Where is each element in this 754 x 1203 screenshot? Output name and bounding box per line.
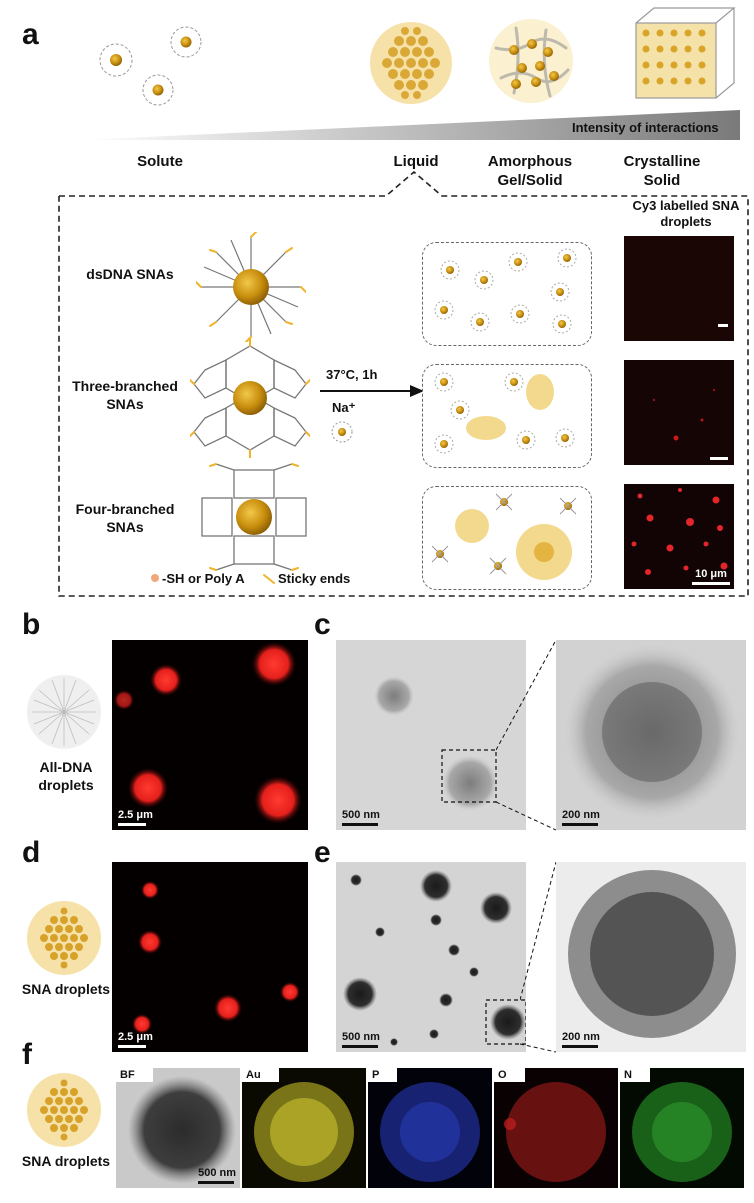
eds-label-bf: BF xyxy=(116,1068,153,1082)
eds-label-p: P xyxy=(368,1068,398,1082)
state-crystal: Crystalline Solid xyxy=(623,153,701,189)
row-label-four-branched: Four-branched SNAs xyxy=(75,501,175,535)
four-branched-sna-structure xyxy=(201,463,307,571)
reaction-arrow xyxy=(320,385,424,397)
solute-illustration xyxy=(99,26,202,106)
row-label-three-branched: Three-branched SNAs xyxy=(72,378,178,412)
three-branched-sna-structure xyxy=(190,338,310,458)
panel-d-caption: SNA droplets xyxy=(21,981,111,997)
panel-c-tem-image: 500 nm xyxy=(336,640,526,830)
state-box-dsdna-contents xyxy=(434,248,577,334)
panel-f-caption: SNA droplets xyxy=(21,1153,111,1169)
scale-bar-f: 500 nm xyxy=(198,1167,236,1184)
panel-label-d: d xyxy=(22,836,41,869)
interaction-gradient-wedge xyxy=(80,110,740,140)
scale-bar-e-right: 200 nm xyxy=(562,1031,600,1048)
sna-droplet-illustration-f xyxy=(27,1073,101,1147)
state-solute: Solute xyxy=(137,153,183,170)
scale-bar-c-right: 200 nm xyxy=(562,809,600,826)
gradient-label: Intensity of interactions xyxy=(572,120,719,135)
state-gel: Amorphous Gel/Solid xyxy=(487,153,573,189)
cy3-column-header: Cy3 labelled SNA droplets xyxy=(632,198,740,229)
panel-label-f: f xyxy=(22,1038,32,1071)
state-box-three-branched xyxy=(422,364,592,468)
solute-particle xyxy=(99,26,202,106)
state-box-three-branched-contents xyxy=(434,372,575,454)
panel-label-e: e xyxy=(314,836,331,869)
eds-map-p: P xyxy=(368,1068,492,1188)
panel-d-fluorescence-image: 2.5 μm xyxy=(112,862,308,1052)
panel-e-zoom-lines xyxy=(520,862,556,1053)
panel-label-c: c xyxy=(314,608,331,641)
ion-label: Na⁺ xyxy=(332,400,356,415)
legend-thiol: -SH or Poly A xyxy=(162,571,245,586)
eds-label-o: O xyxy=(494,1068,525,1082)
eds-map-bf: BF 500 nm xyxy=(116,1068,240,1188)
dsdna-sna-structure xyxy=(196,232,306,342)
sticky-end-legend-icon xyxy=(263,574,275,584)
condition-label: 37°C, 1h xyxy=(326,367,378,382)
panel-e-tem-image: 500 nm xyxy=(336,862,526,1052)
panel-c-zoom-lines xyxy=(496,640,556,831)
small-sna-icon xyxy=(331,421,353,443)
panel-e-tem-zoom: 200 nm xyxy=(556,862,746,1052)
panel-label-a: a xyxy=(22,18,39,51)
eds-map-n: N xyxy=(620,1068,744,1188)
scale-bar xyxy=(710,457,728,460)
legend-sticky: Sticky ends xyxy=(278,571,351,586)
thiol-legend-icon xyxy=(151,574,159,582)
liquid-droplet-illustration xyxy=(370,22,452,104)
panel-a-frame xyxy=(58,170,749,597)
scale-bar xyxy=(718,324,728,327)
cy3-image-four-branched: 10 μm xyxy=(624,484,734,589)
scale-bar-e-left: 500 nm xyxy=(342,1031,380,1048)
eds-label-n: N xyxy=(620,1068,650,1082)
crystal-illustration xyxy=(635,7,736,99)
all-dna-droplet-illustration xyxy=(27,675,101,749)
gel-illustration xyxy=(489,19,573,103)
state-box-four-branched-contents xyxy=(431,493,577,580)
eds-label-au: Au xyxy=(242,1068,279,1082)
scale-bar-d: 2.5 μm xyxy=(118,1031,153,1048)
scale-bar-b: 2.5 μm xyxy=(118,809,153,826)
panel-b-caption: All-DNA droplets xyxy=(38,759,94,793)
cy3-image-dsdna xyxy=(624,236,734,341)
scale-bar-a: 10 μm xyxy=(692,568,730,585)
scale-bar-c-left: 500 nm xyxy=(342,809,380,826)
state-liquid: Liquid xyxy=(393,153,439,170)
sna-droplet-illustration-d xyxy=(27,901,101,975)
eds-map-o: O xyxy=(494,1068,618,1188)
panel-label-b: b xyxy=(22,608,41,641)
panel-b-fluorescence-image: 2.5 μm xyxy=(112,640,308,830)
panel-c-tem-zoom: 200 nm xyxy=(556,640,746,830)
eds-map-au: Au xyxy=(242,1068,366,1188)
cy3-image-three-branched xyxy=(624,360,734,465)
row-label-dsdna: dsDNA SNAs xyxy=(86,266,174,282)
